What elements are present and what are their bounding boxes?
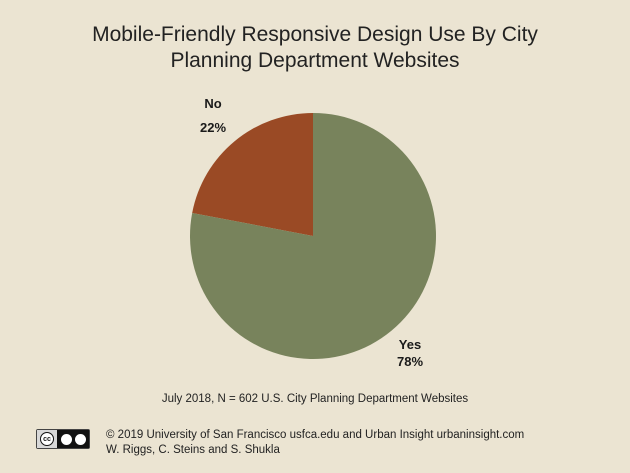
slice-label-yes: Yes: [399, 337, 421, 352]
chart-title-line-2: Planning Department Websites: [170, 49, 460, 72]
pie-slice-yes: [190, 113, 436, 359]
chart-title-line-1: Mobile-Friendly Responsive Design Use By…: [92, 23, 538, 46]
cc-by-sa-icon: cc: [36, 429, 90, 449]
slice-value-no: 22%: [200, 120, 226, 135]
credits: © 2019 University of San Francisco usfca…: [106, 428, 524, 458]
slice-value-yes: 78%: [397, 354, 423, 369]
cc-badge-text: cc: [40, 432, 54, 446]
credits-line-2: W. Riggs, C. Steins and S. Shukla: [106, 444, 280, 456]
chart-title: Mobile-Friendly Responsive Design Use By…: [0, 22, 630, 74]
pie-slice-no: [192, 113, 313, 236]
credits-line-1: © 2019 University of San Francisco usfca…: [106, 429, 525, 441]
slice-label-no: No: [204, 96, 221, 111]
chart-caption: July 2018, N = 602 U.S. City Planning De…: [161, 393, 469, 405]
